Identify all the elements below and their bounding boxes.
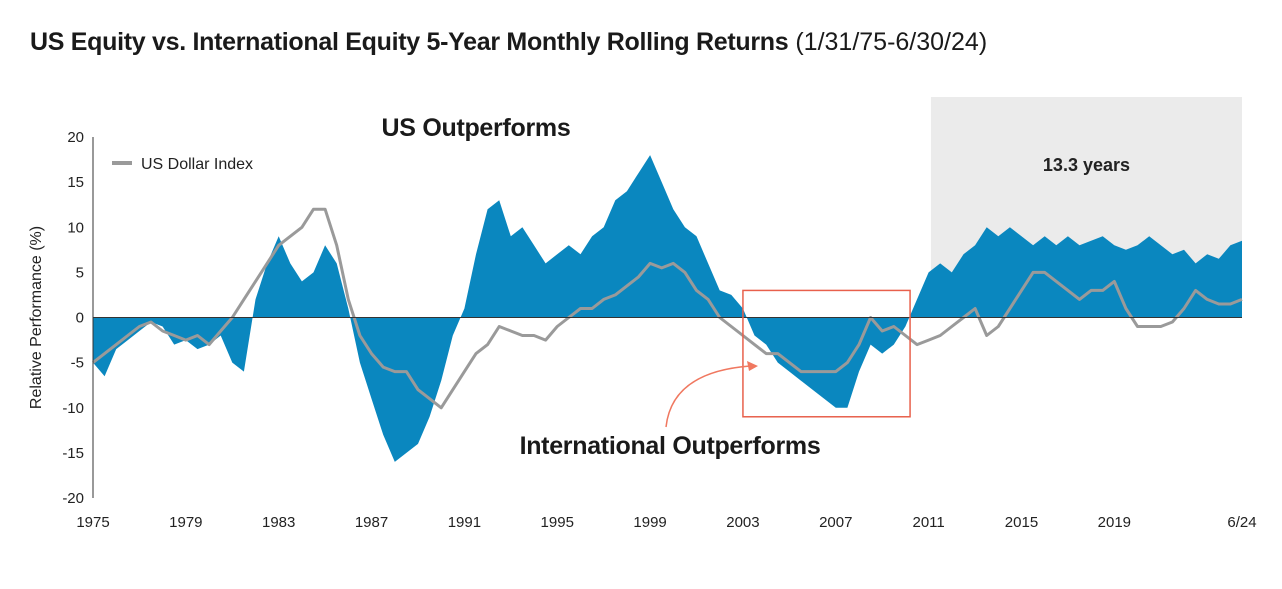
x-tick-label: 1983 xyxy=(262,514,295,531)
y-tick-label: 5 xyxy=(76,264,84,281)
arrow-head xyxy=(747,361,758,371)
x-tick-label: 1991 xyxy=(448,514,481,531)
x-tick-label: 6/24 xyxy=(1227,514,1256,531)
relative-performance-area xyxy=(93,155,1242,462)
y-tick-label: 0 xyxy=(76,310,84,327)
arrow-line xyxy=(665,365,751,428)
x-tick-label: 1999 xyxy=(633,514,666,531)
y-tick-label: -15 xyxy=(62,445,84,462)
x-tick-label: 2011 xyxy=(913,514,945,531)
y-tick-label: 10 xyxy=(67,219,84,236)
chart-title-main: US Equity vs. International Equity 5-Yea… xyxy=(30,28,789,56)
shaded-period-label: 13.3 years xyxy=(1043,155,1130,175)
us-outperforms-label: US Outperforms xyxy=(382,114,571,142)
international-outperforms-label: International Outperforms xyxy=(520,432,821,460)
y-tick-label: -20 xyxy=(62,490,84,507)
chart-title: US Equity vs. International Equity 5-Yea… xyxy=(30,28,987,57)
x-tick-label: 2003 xyxy=(726,514,759,531)
y-tick-label: 15 xyxy=(67,174,84,191)
x-tick-label: 2007 xyxy=(819,514,852,531)
us-dollar-index-line xyxy=(92,207,1243,410)
y-axis-label: Relative Performance (%) xyxy=(28,226,45,409)
dollar-index-layer xyxy=(92,207,1243,410)
chart-title-range: (1/31/75-6/30/24) xyxy=(795,28,988,56)
y-tick-label: -10 xyxy=(62,400,84,417)
y-tick-label: 20 xyxy=(67,129,84,146)
x-tick-label: 1979 xyxy=(169,514,202,531)
x-tick-label: 1975 xyxy=(76,514,109,531)
area-layer xyxy=(93,155,1242,462)
x-tick-label: 2015 xyxy=(1005,514,1038,531)
annotations-layer: US Dollar Index US Outperforms Internation… xyxy=(112,114,911,460)
legend-label: US Dollar Index xyxy=(141,156,253,173)
x-tick-label: 1987 xyxy=(355,514,388,531)
y-tick-label: -5 xyxy=(71,355,84,372)
highlight-box xyxy=(742,289,911,418)
x-tick-label: 1995 xyxy=(541,514,574,531)
x-tick-label: 2019 xyxy=(1098,514,1131,531)
